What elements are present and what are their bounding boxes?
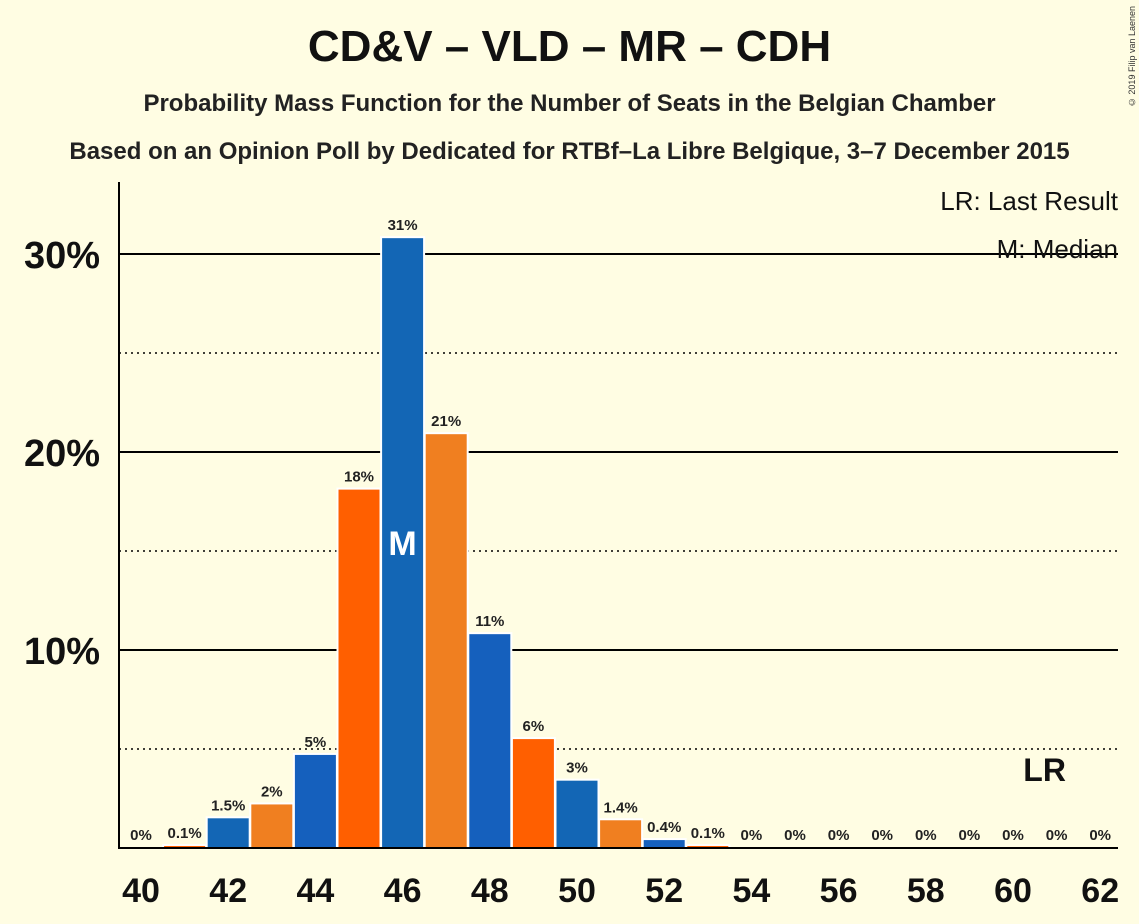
x-tick-label: 42 — [209, 872, 247, 910]
x-tick-label: 48 — [471, 872, 509, 910]
x-tick-label: 44 — [296, 872, 334, 910]
bars — [162, 236, 731, 848]
y-tick-label: 10% — [24, 631, 100, 673]
bar-label-seat-41: 0.1% — [167, 825, 201, 842]
x-tick-label: 60 — [994, 872, 1032, 910]
bar-label-seat-48: 11% — [475, 613, 504, 630]
bar-seat-47 — [425, 434, 467, 848]
bar-label-seat-50: 3% — [566, 760, 588, 777]
bar-seat-50 — [556, 780, 598, 848]
x-tick-label: 40 — [122, 872, 160, 910]
bar-seat-48 — [469, 634, 511, 848]
x-tick-label: 56 — [820, 872, 858, 910]
bar-label-seat-44: 5% — [305, 734, 327, 751]
bar-label-seat-57: 0% — [871, 827, 893, 844]
y-tick-label: 20% — [24, 433, 100, 475]
bar-label-seat-55: 0% — [784, 827, 806, 844]
bar-label-seat-60: 0% — [1002, 827, 1024, 844]
y-tick-label: 30% — [24, 235, 100, 277]
bar-label-seat-42: 1.5% — [211, 797, 245, 814]
last-result-marker: LR — [1023, 752, 1066, 788]
bar-label-seat-61: 0% — [1046, 827, 1068, 844]
x-tick-label: 54 — [732, 872, 770, 910]
chart-title: CD&V – VLD – MR – CDH — [307, 22, 832, 71]
x-tick-label: 46 — [384, 872, 422, 910]
bar-label-seat-59: 0% — [959, 827, 981, 844]
bar-seat-49 — [512, 739, 554, 848]
legend-last-result: LR: Last Result — [940, 186, 1119, 216]
bar-seat-52 — [643, 840, 685, 848]
bar-seat-45 — [338, 489, 380, 848]
x-tick-label: 52 — [645, 872, 683, 910]
legend-median: M: Median — [997, 234, 1118, 264]
median-marker: M — [388, 525, 416, 563]
bar-label-seat-40: 0% — [130, 827, 152, 844]
bar-halo — [685, 844, 731, 848]
bar-seat-46 — [382, 238, 424, 848]
x-tick-label: 50 — [558, 872, 596, 910]
bar-seat-51 — [600, 820, 642, 848]
chart-subtitle: Probability Mass Function for the Number… — [143, 90, 996, 117]
bar-label-seat-51: 1.4% — [603, 799, 637, 816]
bar-halo — [162, 844, 208, 848]
bar-labels: 0% 0.1% 1.5% 2% 5% 18% 31% 21% 11% 6% 3% 1.4% 0.4% 0.… — [130, 217, 1111, 844]
bar-label-seat-49: 6% — [523, 718, 545, 735]
bar-label-seat-53: 0.1% — [691, 825, 725, 842]
chart-subtitle-source: Based on an Opinion Poll by Dedicated fo… — [69, 138, 1070, 165]
x-tick-label: 58 — [907, 872, 945, 910]
x-tick-label: 62 — [1081, 872, 1119, 910]
grid-lines — [119, 253, 1118, 750]
bar-label-seat-52: 0.4% — [647, 819, 681, 836]
bar-label-seat-54: 0% — [741, 827, 763, 844]
bar-seat-44 — [294, 754, 336, 848]
bar-seat-43 — [251, 804, 293, 848]
bar-seat-42 — [207, 818, 249, 848]
bar-label-seat-58: 0% — [915, 827, 937, 844]
bar-label-seat-62: 0% — [1089, 827, 1111, 844]
bar-label-seat-56: 0% — [828, 827, 850, 844]
bar-label-seat-46: 31% — [388, 217, 418, 234]
bar-label-seat-43: 2% — [261, 783, 283, 800]
bar-label-seat-47: 21% — [431, 413, 461, 430]
axes: 10% 20% 30% 40 42 44 46 48 50 52 54 56 58 60 62 — [24, 182, 1119, 910]
bar-label-seat-45: 18% — [344, 469, 374, 486]
